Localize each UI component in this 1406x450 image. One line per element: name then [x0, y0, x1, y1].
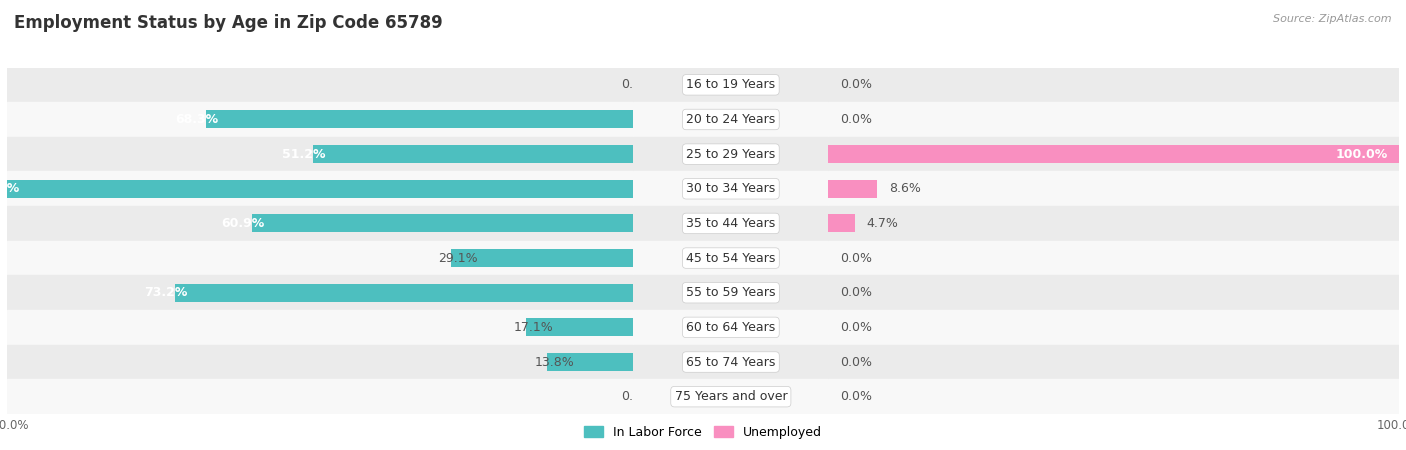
Text: 0.0%: 0.0% [839, 356, 872, 369]
Bar [7, 206, 633, 241]
Bar [7, 180, 633, 198]
Text: 73.2%: 73.2% [143, 286, 187, 299]
Bar [7, 68, 633, 102]
Text: 13.8%: 13.8% [534, 356, 574, 369]
Bar [828, 137, 1399, 171]
Text: 20 to 24 Years: 20 to 24 Years [686, 113, 776, 126]
Bar [828, 171, 1399, 206]
Text: 0.0%: 0.0% [839, 113, 872, 126]
Bar [7, 345, 633, 379]
Text: 25 to 29 Years: 25 to 29 Years [686, 148, 776, 161]
Text: 45 to 54 Years: 45 to 54 Years [686, 252, 776, 265]
Bar [828, 102, 1399, 137]
Bar [828, 345, 1399, 379]
Bar [633, 241, 828, 275]
Bar [526, 318, 633, 337]
Text: 35 to 44 Years: 35 to 44 Years [686, 217, 776, 230]
Text: 16 to 19 Years: 16 to 19 Years [686, 78, 775, 91]
Bar [633, 275, 828, 310]
Text: 100.0%: 100.0% [1336, 148, 1388, 161]
Text: 100.0%: 100.0% [0, 182, 20, 195]
Text: 0.0%: 0.0% [839, 252, 872, 265]
Bar [828, 275, 1399, 310]
Bar [7, 171, 633, 206]
Bar [633, 68, 828, 102]
Bar [828, 310, 1399, 345]
Bar [7, 310, 633, 345]
Bar [633, 102, 828, 137]
Text: Source: ZipAtlas.com: Source: ZipAtlas.com [1274, 14, 1392, 23]
Bar [252, 214, 633, 233]
Text: 17.1%: 17.1% [513, 321, 554, 334]
Text: 60.9%: 60.9% [221, 217, 264, 230]
Bar [7, 137, 633, 171]
Bar [828, 214, 855, 233]
Text: 0.0%: 0.0% [839, 286, 872, 299]
Text: Employment Status by Age in Zip Code 65789: Employment Status by Age in Zip Code 657… [14, 14, 443, 32]
Text: 29.1%: 29.1% [439, 252, 478, 265]
Text: 0.0%: 0.0% [621, 390, 652, 403]
Text: 0.0%: 0.0% [621, 78, 652, 91]
Text: 75 Years and over: 75 Years and over [675, 390, 787, 403]
Text: 0.0%: 0.0% [839, 78, 872, 91]
Bar [828, 379, 1399, 414]
Bar [547, 353, 633, 371]
Text: 51.2%: 51.2% [281, 148, 325, 161]
Bar [828, 68, 1399, 102]
Text: 8.6%: 8.6% [889, 182, 921, 195]
Bar [7, 241, 633, 275]
Text: 4.7%: 4.7% [866, 217, 898, 230]
Text: 55 to 59 Years: 55 to 59 Years [686, 286, 776, 299]
Bar [828, 206, 1399, 241]
Bar [828, 180, 877, 198]
Bar [633, 310, 828, 345]
Bar [174, 284, 633, 302]
Text: 60 to 64 Years: 60 to 64 Years [686, 321, 776, 334]
Text: 0.0%: 0.0% [839, 321, 872, 334]
Bar [633, 206, 828, 241]
Text: 68.3%: 68.3% [174, 113, 218, 126]
Bar [312, 145, 633, 163]
Text: 65 to 74 Years: 65 to 74 Years [686, 356, 776, 369]
Text: 0.0%: 0.0% [839, 390, 872, 403]
Bar [7, 102, 633, 137]
Bar [828, 241, 1399, 275]
Bar [633, 379, 828, 414]
Bar [205, 110, 633, 129]
Text: 30 to 34 Years: 30 to 34 Years [686, 182, 776, 195]
Bar [633, 345, 828, 379]
Bar [7, 379, 633, 414]
Bar [633, 137, 828, 171]
Bar [7, 275, 633, 310]
Bar [633, 171, 828, 206]
Bar [451, 249, 633, 267]
Bar [828, 145, 1399, 163]
Legend: In Labor Force, Unemployed: In Labor Force, Unemployed [579, 421, 827, 444]
